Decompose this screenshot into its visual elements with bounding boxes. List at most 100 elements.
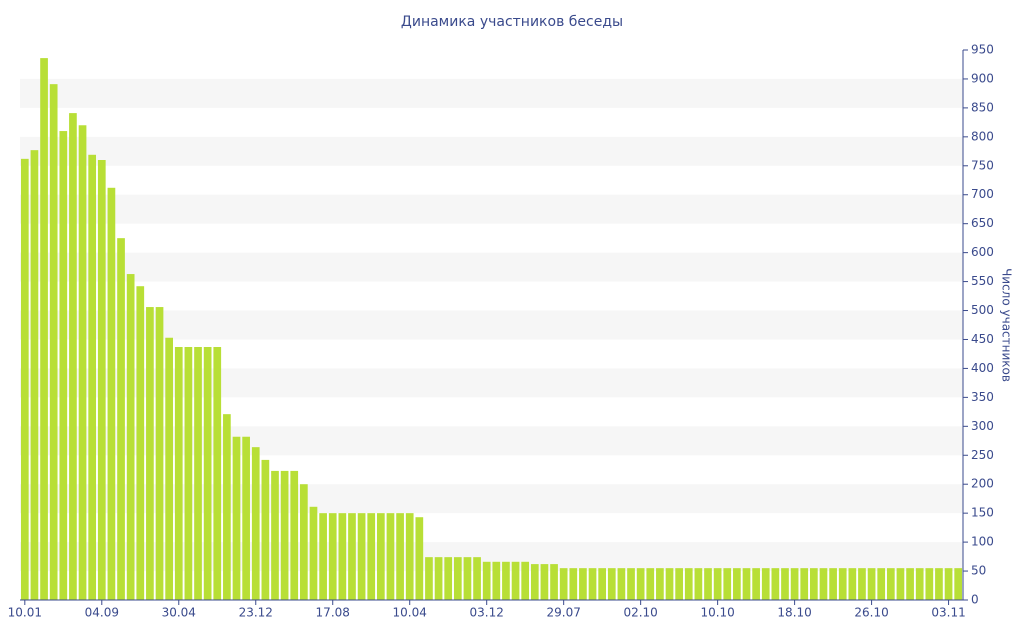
- bar: [338, 513, 347, 600]
- bar: [694, 568, 703, 600]
- x-tick-label: 26.10: [854, 606, 888, 620]
- y-tick-label: 550: [971, 274, 994, 288]
- y-axis-label: Число участников: [1000, 268, 1014, 382]
- bar: [242, 436, 250, 600]
- bar: [896, 568, 905, 600]
- bar: [829, 568, 837, 600]
- bar: [684, 568, 693, 600]
- bar: [761, 568, 770, 600]
- bar: [492, 561, 501, 600]
- bar: [790, 568, 799, 600]
- bar: [627, 568, 635, 600]
- bar: [713, 568, 722, 600]
- bar: [925, 568, 934, 600]
- x-tick-label: 17.08: [316, 606, 350, 620]
- bar: [126, 274, 135, 600]
- x-tick-label: 23.12: [239, 606, 273, 620]
- bar: [49, 84, 58, 600]
- x-tick-label: 30.04: [162, 606, 196, 620]
- bar: [328, 513, 337, 600]
- y-tick-label: 350: [971, 390, 994, 404]
- bar: [386, 513, 395, 600]
- bar: [723, 568, 732, 600]
- bar: [146, 307, 154, 600]
- bar: [935, 568, 943, 600]
- bar: [579, 568, 587, 600]
- bar: [261, 459, 270, 600]
- bar: [319, 513, 327, 600]
- chart-title: Динамика участников беседы: [401, 14, 623, 30]
- bar: [473, 557, 481, 600]
- y-tick-label: 750: [971, 158, 994, 172]
- x-tick-label: 18.10: [777, 606, 811, 620]
- bar: [174, 347, 183, 600]
- bar: [617, 568, 626, 600]
- bar: [213, 347, 222, 600]
- x-tick-label: 03.12: [470, 606, 504, 620]
- bar: [838, 568, 847, 600]
- y-tick-label: 200: [971, 477, 994, 491]
- bar: [944, 568, 953, 600]
- bar: [954, 568, 963, 600]
- bar: [848, 568, 857, 600]
- bar: [733, 568, 741, 600]
- bar: [886, 568, 895, 600]
- bar: [521, 561, 530, 600]
- y-tick-label: 900: [971, 71, 994, 85]
- y-tick-label: 50: [971, 564, 986, 578]
- bar: [300, 484, 308, 600]
- bar: [636, 568, 645, 600]
- bar: [107, 187, 116, 600]
- bar: [752, 568, 760, 600]
- bar: [97, 160, 106, 600]
- bar: [78, 125, 87, 601]
- bar: [367, 513, 376, 600]
- bar: [40, 58, 48, 600]
- bar: [540, 564, 549, 600]
- bar: [271, 470, 279, 600]
- x-tick-label: 03.11: [931, 606, 965, 620]
- y-tick-label: 500: [971, 303, 994, 317]
- bar: [482, 561, 491, 600]
- bar: [867, 568, 876, 600]
- bar: [646, 568, 655, 600]
- y-tick-label: 100: [971, 535, 994, 549]
- bar: [569, 568, 578, 600]
- bar: [251, 447, 260, 600]
- bar: [675, 568, 683, 600]
- bar: [376, 513, 385, 600]
- y-tick-label: 850: [971, 100, 994, 114]
- bar: [511, 561, 520, 600]
- bar: [20, 158, 29, 600]
- bar: [559, 568, 568, 600]
- bar: [607, 568, 616, 600]
- bar: [136, 286, 145, 600]
- y-tick-label: 400: [971, 361, 994, 375]
- bar: [232, 436, 241, 600]
- bar: [588, 568, 597, 600]
- bar: [598, 568, 607, 600]
- bar: [348, 513, 356, 600]
- grid-band: [20, 252, 963, 282]
- bar: [858, 568, 866, 600]
- x-tick-label: 10.10: [700, 606, 734, 620]
- x-tick-label: 10.01: [8, 606, 42, 620]
- bar: [771, 568, 780, 600]
- bar: [877, 568, 886, 600]
- bar: [290, 470, 299, 600]
- bar: [434, 557, 443, 600]
- bar: [906, 568, 914, 600]
- bar: [59, 131, 68, 601]
- y-tick-label: 250: [971, 448, 994, 462]
- grid-band: [20, 78, 963, 108]
- x-tick-label: 29.07: [546, 606, 580, 620]
- y-tick-label: 650: [971, 216, 994, 230]
- y-tick-label: 700: [971, 187, 994, 201]
- bar: [194, 347, 202, 600]
- bar: [203, 347, 212, 600]
- grid-band: [20, 194, 963, 224]
- bar: [742, 568, 751, 600]
- bar: [915, 568, 924, 600]
- bar: [444, 557, 453, 600]
